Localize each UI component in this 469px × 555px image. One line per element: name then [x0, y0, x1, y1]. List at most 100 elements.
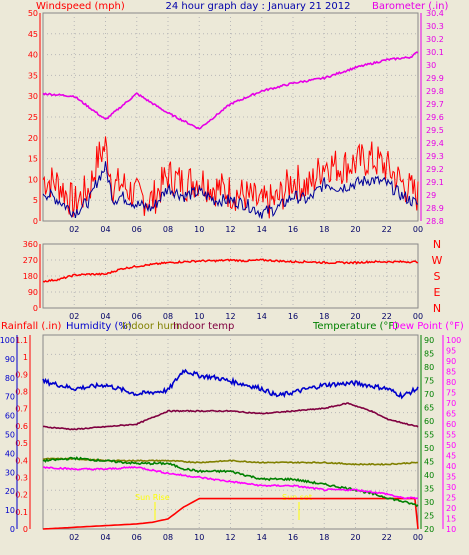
climate-panel-x-tick: 18: [319, 533, 329, 542]
dew-axis-tick: 50: [446, 441, 456, 450]
temp-axis-tick: 60: [424, 417, 434, 426]
direction-panel-x-tick: 04: [100, 312, 110, 321]
wind-panel-x-tick: 16: [288, 225, 298, 234]
temp-axis-tick: 65: [424, 404, 434, 413]
baro-axis-tick: 30.3: [426, 22, 444, 31]
indoor-hum-title: Indoor hum: [122, 321, 180, 332]
direction-axis-tick: 270: [23, 256, 38, 265]
direction-panel-x-tick: 22: [382, 312, 392, 321]
rain-axis-tick: 0.3: [15, 473, 28, 482]
dew-axis-tick: 10: [446, 525, 456, 534]
baro-axis-tick: 29.9: [426, 74, 444, 83]
humidity-axis-tick: 0: [10, 525, 15, 534]
wind-speed-line: [42, 136, 419, 219]
wind-axis-tick: 30: [28, 92, 38, 101]
rainfall-line: [42, 497, 419, 530]
wind-axis-tick: 20: [28, 134, 38, 143]
humidity-axis-tick: 20: [5, 487, 15, 496]
baro-axis-tick: 29.8: [426, 87, 444, 96]
direction-panel-x-tick: 08: [163, 312, 173, 321]
wind-panel-x-tick: 00: [413, 225, 423, 234]
wind-panel-x-tick: 10: [194, 225, 204, 234]
humidity-axis-tick: 100: [0, 336, 15, 345]
baro-axis-tick: 30.4: [426, 9, 444, 18]
wind-axis-title: Windspeed (mph): [36, 1, 125, 12]
humidity-axis-tick: 30: [5, 468, 15, 477]
rain-axis-tick: 0.9: [15, 370, 28, 379]
wind-axis-tick: 40: [28, 51, 38, 60]
wind-panel-x-tick: 02: [69, 225, 79, 234]
climate-panel-x-tick: 10: [194, 533, 204, 542]
dew-axis-tick: 75: [446, 389, 456, 398]
climate-panel-x-tick: 06: [132, 533, 142, 542]
temp-axis-tick: 45: [424, 458, 434, 467]
wind-axis-tick: 10: [28, 175, 38, 184]
humidity-axis-tick: 40: [5, 449, 15, 458]
direction-panel-x-tick: 06: [132, 312, 142, 321]
rain-axis-tick: 1: [23, 353, 28, 362]
temp-axis-tick: 55: [424, 431, 434, 440]
humidity-axis-tick: 90: [5, 355, 15, 364]
wind-axis-tick: 50: [28, 9, 38, 18]
baro-axis-tick: 29.5: [426, 126, 444, 135]
humidity-axis-title: Humidity (%): [66, 321, 132, 332]
dew-axis-tick: 65: [446, 410, 456, 419]
indoor-temp-line: [43, 402, 419, 431]
dew-axis-tick: 90: [446, 357, 456, 366]
wind-axis-tick: 25: [28, 113, 38, 122]
dew-axis-tick: 100: [446, 336, 461, 345]
rain-axis-tick: 0.5: [15, 439, 28, 448]
wind-direction-line: [42, 258, 419, 283]
dew-point-line: [42, 465, 419, 500]
wind-axis-tick: 35: [28, 71, 38, 80]
rain-axis-tick: 0.8: [15, 388, 28, 397]
direction-panel-x-tick: 18: [319, 312, 329, 321]
dew-axis-tick: 40: [446, 462, 456, 471]
direction-panel-x-tick: 00: [413, 312, 423, 321]
baro-axis-tick: 28.8: [426, 217, 444, 226]
rain-axis-tick: 0.4: [15, 456, 28, 465]
dew-axis-tick: 20: [446, 504, 456, 513]
humidity-axis-tick: 70: [5, 393, 15, 402]
direction-axis-tick: 360: [23, 240, 38, 249]
humidity-axis-tick: 50: [5, 431, 15, 440]
compass-label: W: [432, 254, 443, 267]
wind-panel-x-tick: 12: [225, 225, 235, 234]
rain-axis-tick: 0.2: [15, 491, 28, 500]
wind-panel-x-tick: 20: [350, 225, 360, 234]
sun-rise-label: Sun Rise: [135, 493, 170, 502]
wind-panel-x-tick: 04: [100, 225, 110, 234]
wind-panel-x-tick: 08: [163, 225, 173, 234]
barometer-line: [42, 51, 419, 130]
climate-panel-x-tick: 12: [225, 533, 235, 542]
dew-axis-tick: 95: [446, 347, 456, 356]
dew-axis-tick: 45: [446, 452, 456, 461]
dew-axis-tick: 35: [446, 473, 456, 482]
dew-axis-tick: 85: [446, 368, 456, 377]
temp-axis-tick: 20: [424, 525, 434, 534]
dew-axis-tick: 25: [446, 494, 456, 503]
wind-panel-x-tick: 06: [132, 225, 142, 234]
dew-axis-title: Dew Point (°F): [392, 321, 464, 332]
climate-panel-x-tick: 16: [288, 533, 298, 542]
compass-label: S: [434, 270, 441, 283]
compass-label: N: [433, 302, 441, 315]
rain-axis-tick: 0.7: [15, 405, 28, 414]
wind-axis-tick: 15: [28, 155, 38, 164]
wind-panel-x-tick: 22: [382, 225, 392, 234]
temp-axis-tick: 80: [424, 363, 434, 372]
temp-axis-tick: 50: [424, 444, 434, 453]
wind-average-line: [42, 161, 419, 219]
rain-axis-title: Rainfall (.in): [1, 321, 62, 332]
humidity-axis-tick: 10: [5, 506, 15, 515]
climate-panel-x-tick: 02: [69, 533, 79, 542]
direction-panel-x-tick: 10: [194, 312, 204, 321]
humidity-axis-tick: 60: [5, 412, 15, 421]
climate-panel-x-tick: 14: [257, 533, 267, 542]
dew-axis-tick: 30: [446, 483, 456, 492]
rain-axis-tick: 1.1: [15, 336, 28, 345]
rain-axis-tick: 0.1: [15, 508, 28, 517]
compass-label: N: [433, 238, 441, 251]
dew-axis-tick: 80: [446, 378, 456, 387]
